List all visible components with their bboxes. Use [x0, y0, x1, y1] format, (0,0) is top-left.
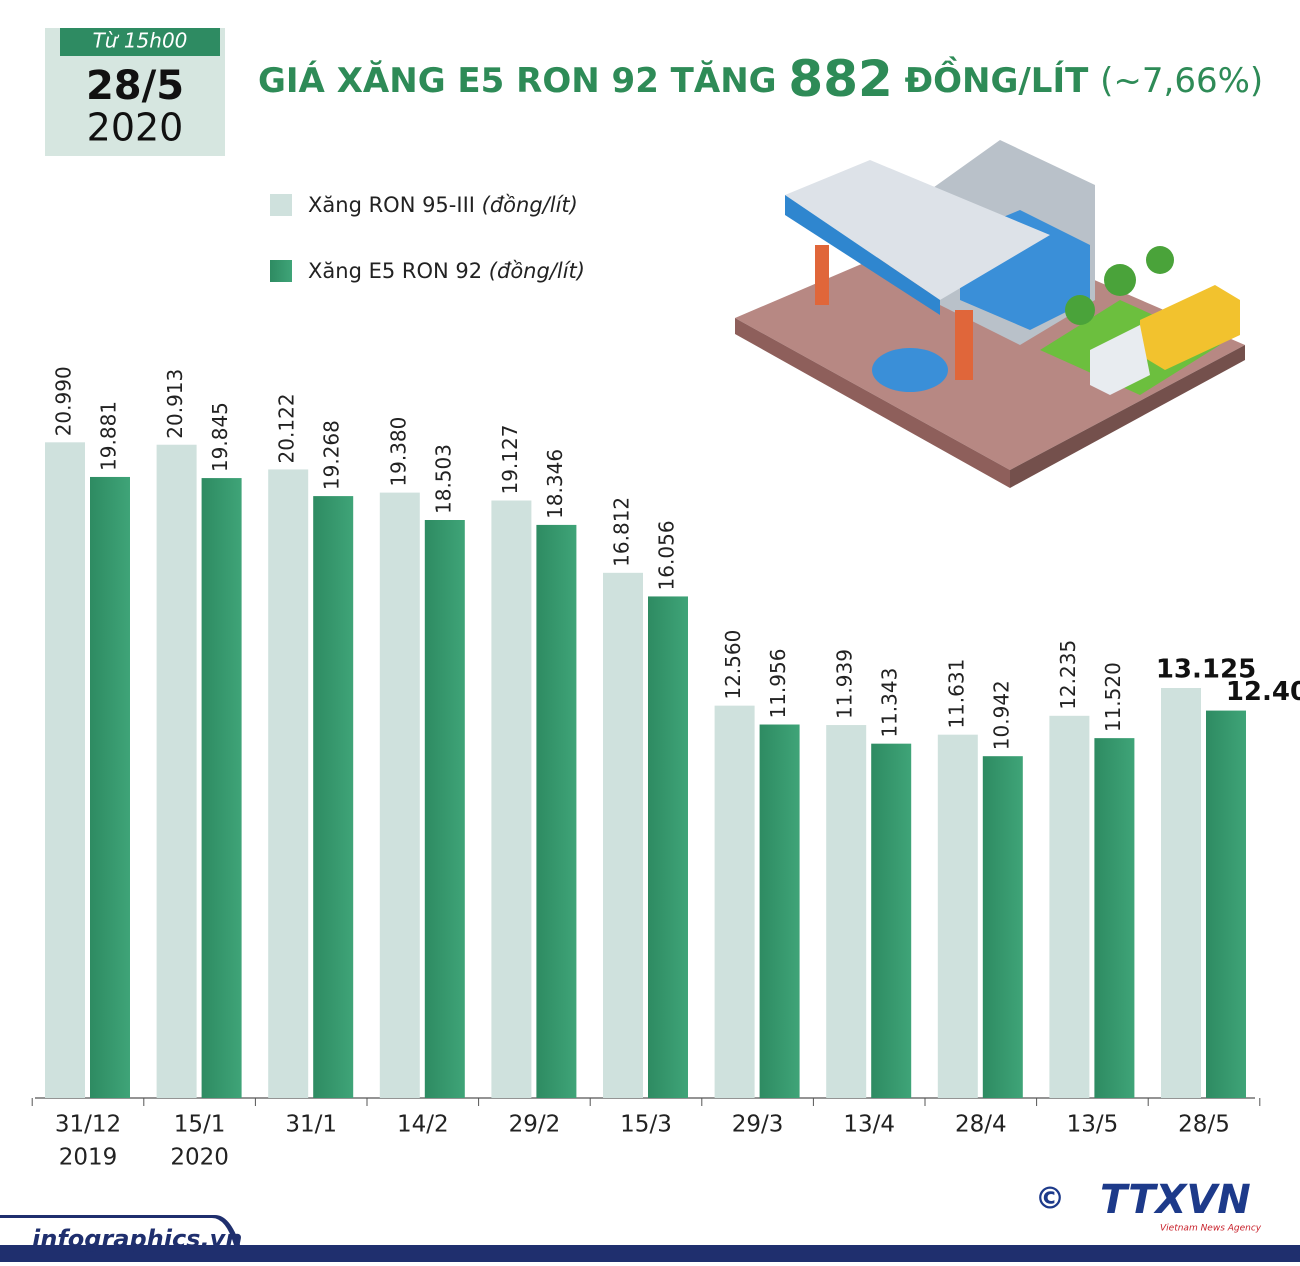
petrol-station-illustration	[735, 140, 1245, 488]
value-label: 19.845	[208, 402, 232, 472]
value-label: 11.956	[766, 649, 790, 719]
bar	[648, 596, 688, 1098]
bar	[268, 469, 309, 1099]
footer-tab-inner	[0, 1218, 234, 1245]
bar	[871, 743, 912, 1098]
legend-name: Xăng RON 95-III	[308, 193, 475, 217]
bar	[603, 572, 643, 1098]
value-label: 11.520	[1101, 662, 1125, 732]
x-tick-label: 15/3	[620, 1112, 672, 1138]
bar	[826, 725, 867, 1098]
bar	[313, 496, 354, 1098]
bar	[1206, 710, 1246, 1098]
title-percent: (~7,66%)	[1100, 61, 1263, 101]
agency-name: Vietnam News Agency	[1160, 1224, 1262, 1234]
date-year: 2020	[87, 106, 184, 150]
value-label: 20.990	[52, 366, 76, 436]
value-label: 11.939	[833, 649, 857, 719]
value-label: 19.881	[97, 401, 121, 471]
date-banner	[60, 28, 220, 56]
value-label: 12.560	[721, 630, 745, 700]
bar	[45, 442, 85, 1098]
site-name: infographics.vn	[32, 1225, 242, 1253]
x-tick-label: 13/5	[1067, 1112, 1119, 1138]
bar	[1161, 688, 1201, 1098]
value-label: 10.942	[989, 680, 1013, 750]
legend-unit: (đồng/lít)	[489, 259, 585, 283]
date-from: Từ 15h00	[93, 29, 188, 53]
legend-unit: (đồng/lít)	[482, 193, 578, 217]
value-label: 11.343	[878, 668, 902, 738]
value-label: 12.402	[1226, 677, 1300, 707]
bar	[201, 478, 242, 1099]
title-lead: GIÁ XĂNG E5 RON 92 TĂNG	[258, 60, 777, 101]
bar	[759, 724, 800, 1098]
date: 28/5	[86, 63, 184, 109]
value-label: 16.812	[610, 497, 634, 567]
value-label: 20.122	[275, 393, 299, 463]
copyright: ©	[1035, 1182, 1065, 1217]
bar	[1049, 715, 1090, 1098]
bar	[156, 444, 197, 1098]
bar	[937, 734, 978, 1098]
legend-name: Xăng E5 RON 92	[308, 259, 482, 283]
x-tick-label: 2020	[170, 1145, 229, 1171]
value-label: 20.913	[163, 369, 187, 439]
value-label: 19.268	[320, 420, 344, 490]
x-tick-label: 28/5	[1178, 1112, 1230, 1138]
value-label: 16.056	[655, 520, 679, 590]
value-label: 18.346	[543, 449, 567, 519]
x-tick-label: 31/1	[285, 1112, 337, 1138]
x-tick-label: 15/1	[174, 1112, 226, 1138]
bar	[714, 705, 755, 1098]
chart-title: GIÁ XĂNG E5 RON 92 TĂNG 882 ĐỒNG/LÍT (~7…	[258, 50, 1263, 108]
legend-swatch	[270, 194, 292, 216]
bar	[982, 756, 1023, 1098]
value-label: 19.127	[498, 425, 522, 495]
x-tick-label: 29/3	[732, 1112, 784, 1138]
bar	[379, 492, 420, 1098]
legend-entry: Xăng RON 95-III (đồng/lít)	[308, 193, 578, 217]
x-tick-label: 14/2	[397, 1112, 449, 1138]
x-tick-label: 29/2	[509, 1112, 561, 1138]
value-label: 18.503	[431, 444, 455, 514]
bar	[424, 520, 465, 1098]
x-tick-label: 2019	[59, 1145, 118, 1171]
legend-swatch	[270, 260, 292, 282]
x-tick-label: 13/4	[843, 1112, 895, 1138]
bar	[90, 476, 130, 1098]
legend-entry: Xăng E5 RON 92 (đồng/lít)	[308, 259, 585, 283]
bar	[536, 524, 577, 1098]
agency-logo: TTXVN	[1100, 1177, 1251, 1223]
value-label: 13.125	[1156, 655, 1256, 685]
value-label: 19.380	[386, 417, 410, 487]
title-amount: 882	[788, 50, 892, 108]
bar	[491, 500, 532, 1099]
footer-bar	[0, 1245, 1300, 1262]
title-unit: ĐỒNG/LÍT	[905, 56, 1089, 101]
value-label: 11.631	[944, 659, 968, 729]
bar	[1094, 738, 1135, 1098]
value-label: 12.235	[1056, 640, 1080, 710]
x-tick-label: 31/12	[55, 1112, 121, 1138]
x-tick-label: 28/4	[955, 1112, 1007, 1138]
